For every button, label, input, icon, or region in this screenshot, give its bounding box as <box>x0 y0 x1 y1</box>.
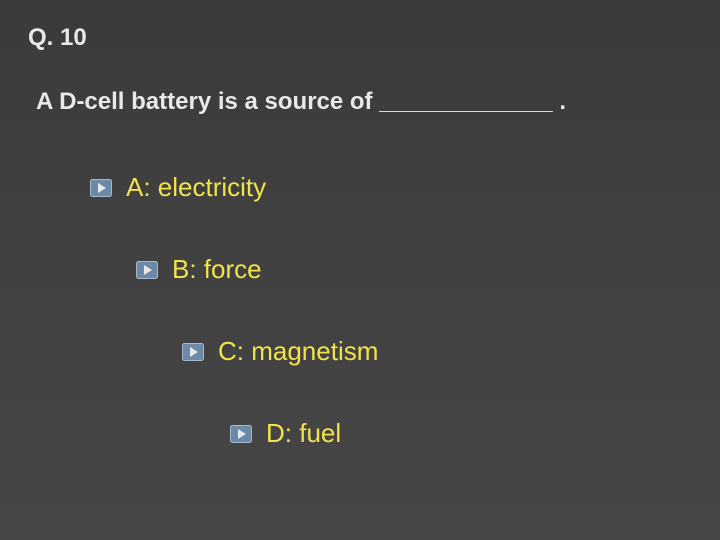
option-d-label: D: fuel <box>266 418 341 449</box>
option-c-label: C: magnetism <box>218 336 378 367</box>
bullet-icon <box>90 179 112 197</box>
option-b[interactable]: B: force <box>136 254 262 285</box>
bullet-icon <box>182 343 204 361</box>
question-number: Q. 10 <box>28 24 87 52</box>
option-a[interactable]: A: electricity <box>90 172 266 203</box>
question-text: A D-cell battery is a source of ________… <box>36 88 566 116</box>
option-d[interactable]: D: fuel <box>230 418 341 449</box>
bullet-icon <box>230 425 252 443</box>
option-b-label: B: force <box>172 254 262 285</box>
option-c[interactable]: C: magnetism <box>182 336 378 367</box>
option-a-label: A: electricity <box>126 172 266 203</box>
bullet-icon <box>136 261 158 279</box>
